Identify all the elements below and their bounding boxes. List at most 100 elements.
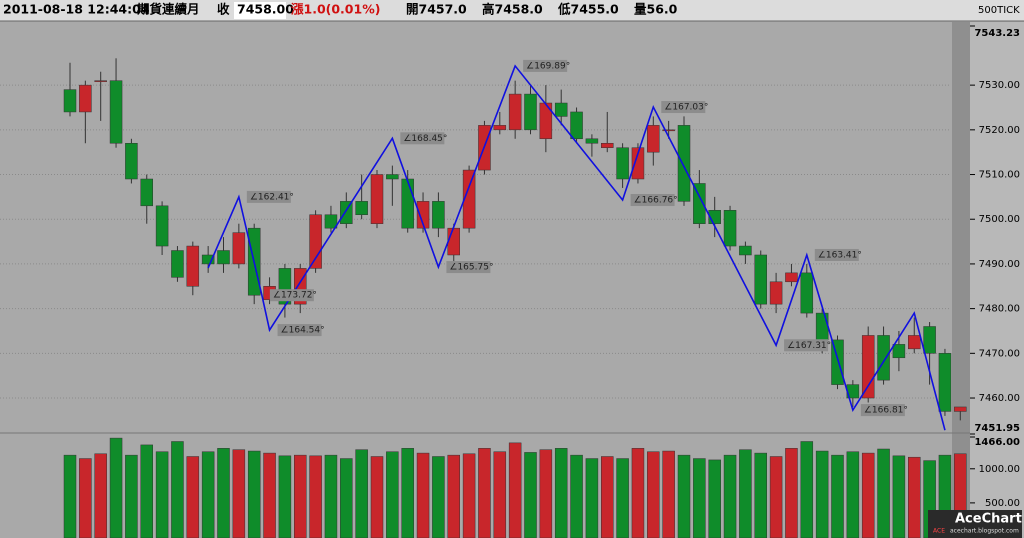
zigzag-label: ∠169.89° [526,61,570,71]
logo-site: acechart.blogspot.com [950,528,1019,535]
candle-body [815,312,829,341]
candle-body [171,250,184,278]
candle-body [861,335,875,399]
volume-bar [125,454,138,538]
candle-body [355,201,368,216]
volume-bar [831,454,844,538]
volume-bar [232,449,246,538]
close: 7458.00 [237,2,294,17]
volume-bar [278,455,292,538]
zigzag-line [207,64,946,431]
volume-bar [723,454,737,538]
volume-bar [324,454,338,538]
candle-body [739,245,752,256]
candle-body [232,232,246,265]
candle-body [524,93,537,131]
zigzag-label: ∠165.75° [449,263,493,273]
y-tick-label: 7510.00 [979,170,1020,181]
volume-bar [754,452,767,538]
volume-bar [708,459,721,538]
zigzag-label-box [630,194,675,207]
volume-bar [201,451,215,538]
volume-bar [892,455,906,538]
volume-bar [447,454,460,538]
candle-body [462,169,476,229]
y2-tick-label: 1466.00 [974,437,1020,448]
candle-body [217,250,230,265]
volume-bar [539,449,553,538]
volume-bar [109,437,123,538]
logo-box [928,510,1022,538]
zigzag-label-box [446,261,491,274]
zigzag-label-box [860,404,905,417]
y-tick-label: 7520.00 [979,125,1020,136]
candle-body [754,254,767,305]
zigzag-label: ∠166.81° [864,406,908,416]
datetime: 2011-08-18 12:44:04 [3,2,150,17]
candle-body [677,125,691,202]
zigzag-label-box [784,339,829,352]
volume-bar [861,452,875,538]
volume-bar [769,456,783,538]
volume-bar [693,458,706,538]
price-scale [970,22,1024,538]
volume-bar [79,458,92,538]
volume-bar [739,449,752,538]
zigzag-label-box [277,324,322,337]
volume: 量56.0 [634,2,678,17]
volume-bar [171,441,184,538]
volume-bar [478,448,491,538]
candle-body [508,93,522,131]
y-tick-label: 7451.95 [974,423,1020,434]
volume-bar [462,453,476,538]
candle-body [79,84,92,113]
y-tick-label: 7500.00 [979,214,1020,225]
volume-bar [309,455,322,538]
volume-bar [340,458,353,538]
y-tick-label: 7480.00 [979,304,1020,315]
volume-bar [601,456,614,538]
zigzag-label-box [661,101,706,114]
volume-bar [647,451,660,538]
logo-name: AceChart [955,512,1022,527]
zigzag-label: ∠162.41° [250,192,294,202]
volume-bar [94,453,107,538]
close-label: 收 [217,2,230,17]
candle-body [186,245,200,287]
zigzag-label-box [400,132,445,145]
interval: 500TICK [978,5,1020,16]
candle-body [938,353,952,412]
volume-bar [570,454,583,538]
volume-bar [662,450,675,538]
candle-body [923,326,936,354]
candle-body [370,174,384,224]
zigzag-label: ∠167.31° [787,341,831,351]
y-tick-label: 7490.00 [979,259,1020,270]
symbol: 期貨連續月 [137,2,200,17]
candle-body [432,201,445,229]
volume-bar [263,452,276,538]
candle-body [63,89,77,113]
zigzag-label: ∠168.45° [403,134,447,144]
candle-body [693,183,706,224]
volume-bar [846,451,860,538]
candle-body [109,80,123,144]
volume-bar [508,442,522,538]
change: 漲1.0(0.01%) [291,2,380,17]
y-tick-label: 7460.00 [979,393,1020,404]
close-box [234,2,286,19]
volume-bar [908,456,921,538]
candle-body [493,125,507,131]
candle-body [201,254,215,265]
zigzag-label-box [269,289,314,302]
candle-body [785,272,798,283]
y2-tick-label: 500.00 [985,498,1020,509]
candle-body [386,174,399,180]
volume-bar [432,456,445,538]
zigzag-label: ∠167.03° [664,103,708,113]
candle-body [631,147,645,180]
volume-bar [585,458,599,538]
plot: 7543.23 7530.00 7520.00 7510.00 7500.00 7490.… [0,25,1020,538]
volume-bar [217,448,230,538]
candle-body [447,227,460,256]
